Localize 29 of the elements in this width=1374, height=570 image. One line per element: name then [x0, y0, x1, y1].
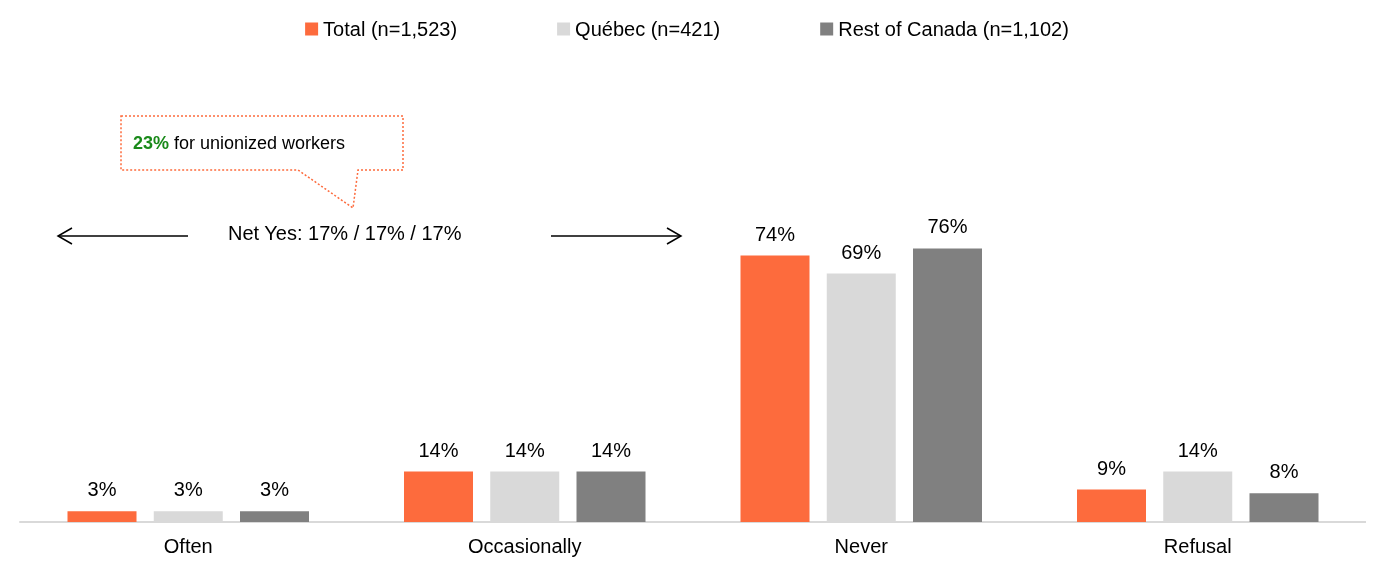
legend-label: Total (n=1,523)	[323, 18, 458, 40]
bar	[576, 471, 646, 522]
data-label: 74%	[754, 222, 796, 245]
data-label: 76%	[927, 215, 968, 238]
x-tick-label: Refusal	[1163, 535, 1232, 557]
bar	[913, 248, 982, 522]
bar	[1077, 489, 1146, 522]
data-label: 14%	[590, 438, 632, 461]
x-tick-label: Occasionally	[468, 535, 582, 557]
bar	[740, 255, 810, 522]
bar	[1249, 493, 1319, 522]
legend-label: Rest of Canada (n=1,102)	[838, 18, 1069, 40]
bar	[67, 511, 137, 522]
legend-label: Québec (n=421)	[575, 18, 721, 40]
data-label: 3%	[173, 478, 203, 501]
data-label: 3%	[260, 478, 290, 501]
data-label: 3%	[87, 478, 117, 501]
data-label: 14%	[1177, 438, 1218, 461]
data-label: 14%	[504, 438, 545, 461]
data-label: 8%	[1269, 460, 1299, 483]
data-label: 9%	[1097, 456, 1127, 479]
text: 23% for unionized workers	[133, 133, 346, 153]
data-label: 14%	[418, 438, 459, 461]
x-tick-label: Often	[163, 535, 213, 557]
x-tick-label: Never	[834, 535, 889, 557]
bar	[404, 471, 473, 522]
data-label: 69%	[841, 240, 882, 263]
bar	[240, 511, 309, 522]
text: Net Yes: 17% / 17% / 17%	[228, 222, 462, 244]
